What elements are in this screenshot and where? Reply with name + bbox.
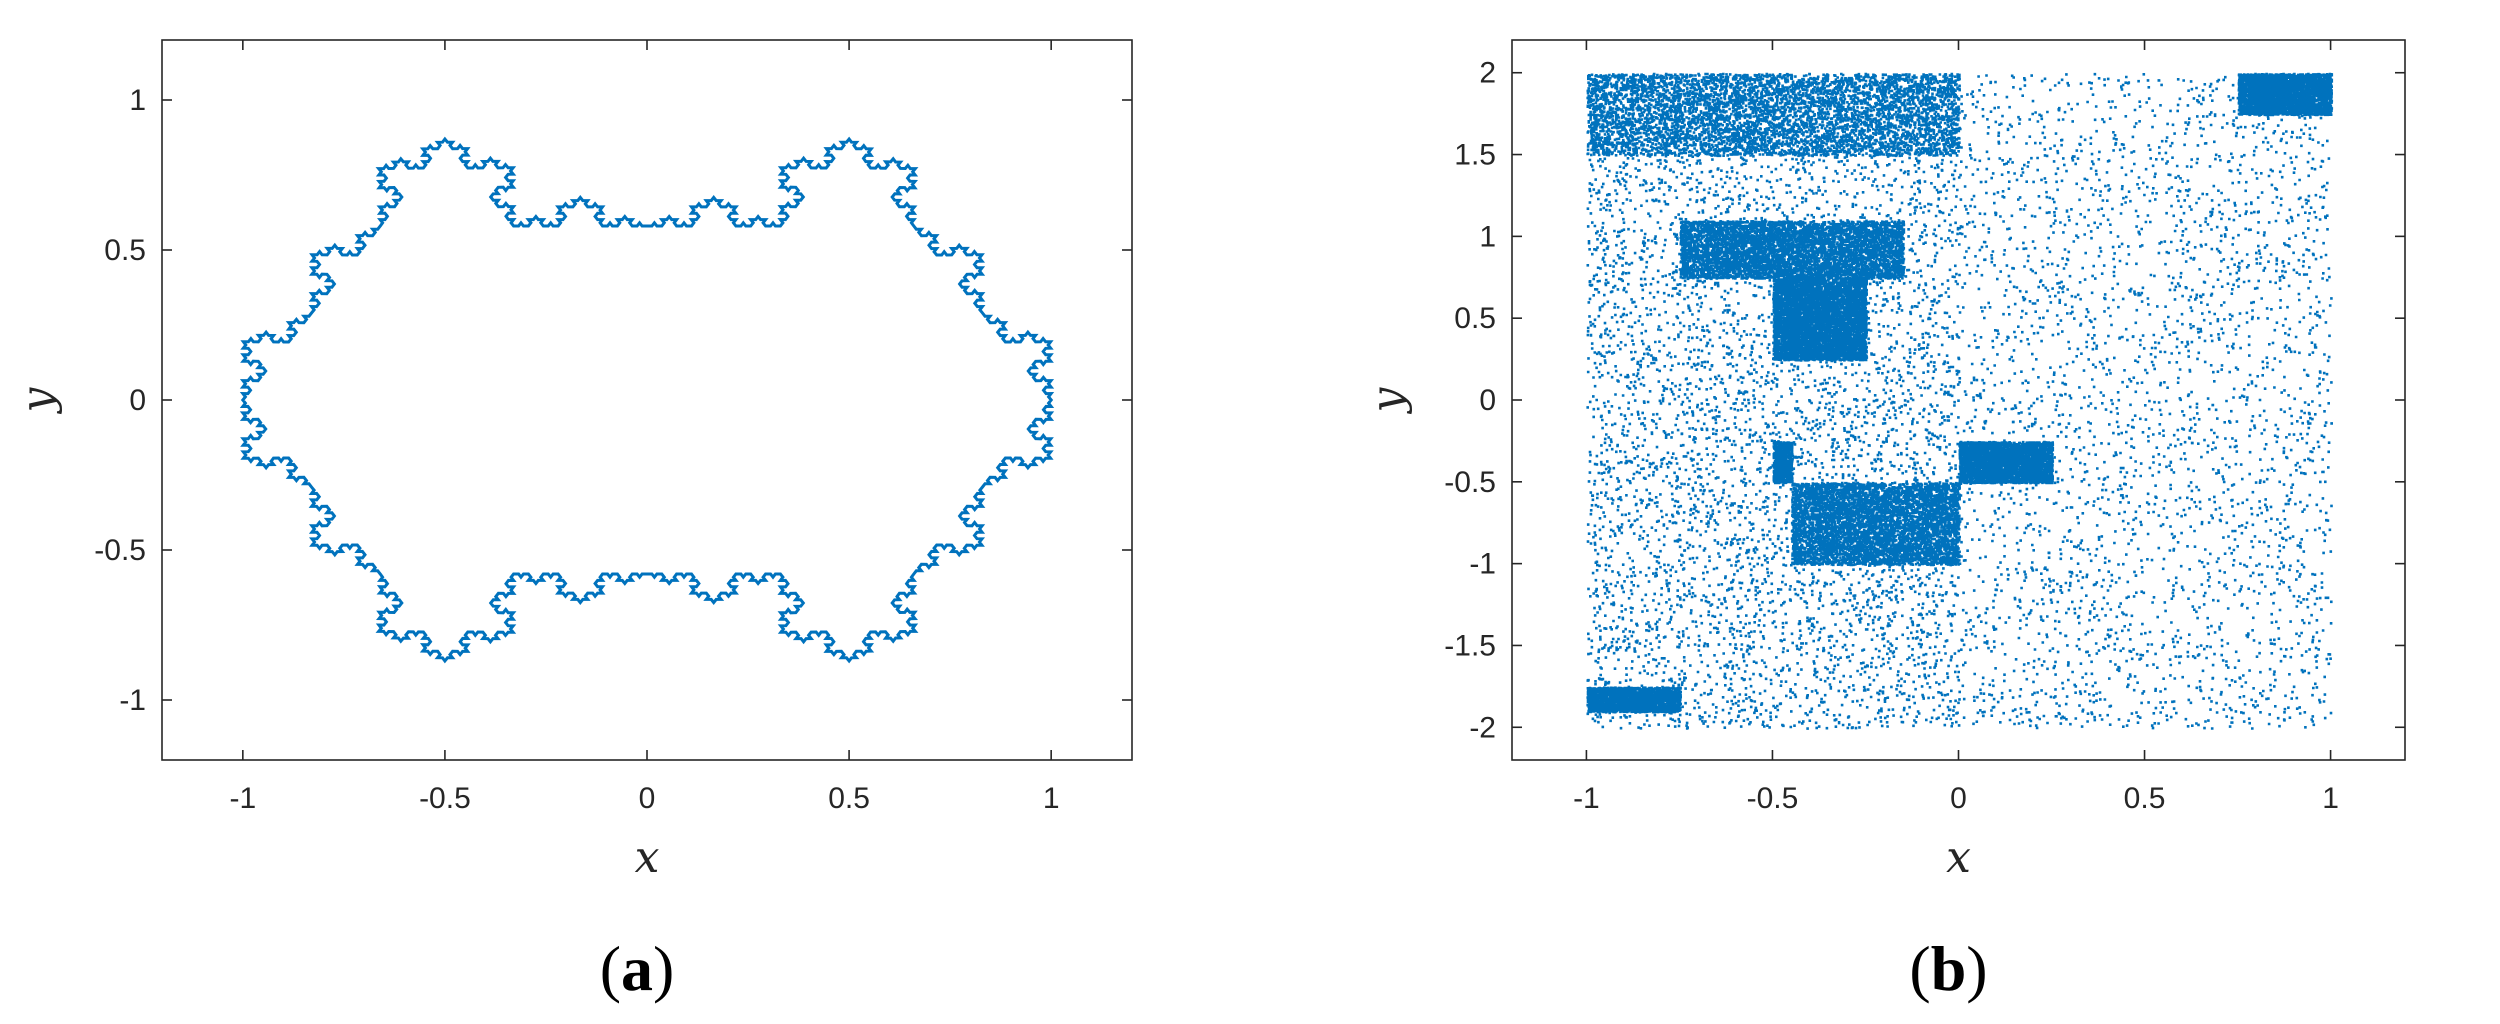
y-tick-label: -1 (119, 684, 146, 717)
y-tick-label: -0.5 (1444, 466, 1496, 499)
x-tick-label: 0.5 (828, 782, 870, 815)
x-tick-label: -0.5 (1747, 782, 1799, 815)
data-series (1586, 72, 2334, 730)
y-tick-label: -1.5 (1444, 629, 1496, 662)
panel-a: -1 -0.5 0 0.5 1 -1 -0.5 0 0.5 1 x y (a) (12, 39, 1133, 1004)
y-tick-label: 1 (1479, 220, 1496, 253)
y-tick-label: -2 (1469, 711, 1496, 744)
panel-label: (b) (1909, 933, 1987, 1004)
y-tick-label: 0.5 (104, 234, 146, 267)
x-tick-label: -0.5 (419, 782, 471, 815)
y-tick-label: 2 (1479, 57, 1496, 90)
x-axis-label: x (635, 832, 660, 883)
y-tick-label: 0 (1479, 384, 1496, 417)
x-tick-label: 1 (1043, 782, 1060, 815)
y-tick-label: -1 (1469, 548, 1496, 581)
plot-area (161, 39, 1133, 761)
x-tick-label: 1 (2322, 782, 2339, 815)
x-tick-label: 0.5 (2124, 782, 2166, 815)
y-tick-label: 1 (129, 84, 146, 117)
panel-b: -1 -0.5 0 0.5 1 -2 -1.5 -1 -0.5 0 0.5 1 1.5 2 x y (b) (1362, 39, 2406, 1004)
x-tick-label: 0 (1950, 782, 1967, 815)
y-tick-label: 1.5 (1454, 139, 1496, 172)
x-tick-label: -1 (229, 782, 256, 815)
y-axis-label: y (1362, 386, 1413, 414)
panel-label: (a) (600, 933, 675, 1004)
y-axis-label: y (12, 386, 63, 414)
x-tick-label: -1 (1573, 782, 1600, 815)
y-tick-label: 0.5 (1454, 302, 1496, 335)
fractal-curve (239, 136, 1055, 664)
y-tick-label: -0.5 (94, 534, 146, 567)
x-tick-label: 0 (639, 782, 656, 815)
x-axis-label: x (1946, 832, 1971, 883)
data-series (239, 136, 1055, 664)
scatter-points (1586, 72, 2334, 730)
y-tick-label: 0 (129, 384, 146, 417)
